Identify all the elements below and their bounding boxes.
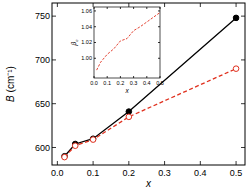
y-tick — [52, 147, 56, 148]
data-point — [90, 137, 96, 143]
y-tick — [241, 147, 245, 148]
x-tick — [200, 3, 201, 7]
y-tick-label: 1.02 — [81, 39, 92, 45]
x-tick-label: 0.0 — [90, 80, 98, 86]
x-tick — [93, 161, 94, 165]
y-tick — [52, 59, 56, 60]
x-tick — [120, 7, 121, 9]
x-tick — [133, 7, 134, 9]
x-tick-label: 0.4 — [194, 168, 207, 178]
x-tick-label: 0.1 — [87, 168, 100, 178]
x-tick — [128, 161, 129, 165]
x-tick — [160, 76, 161, 78]
data-point — [90, 136, 96, 142]
data-point — [233, 66, 239, 72]
y-tick-label: 700 — [35, 55, 50, 65]
y-tick-label: 1.00 — [81, 55, 92, 61]
series-line — [65, 69, 237, 157]
x-tick — [133, 76, 134, 78]
y-tick — [94, 26, 96, 27]
y-tick — [52, 103, 56, 104]
x-tick — [107, 76, 108, 78]
y-tick-label: 600 — [35, 143, 50, 153]
series-line — [97, 13, 160, 71]
plot-frame — [94, 7, 160, 78]
y-tick — [94, 58, 96, 59]
x-tick — [128, 3, 129, 7]
x-tick-label: 0.3 — [130, 80, 138, 86]
x-tick — [57, 3, 58, 7]
x-tick-label: 0.1 — [103, 80, 111, 86]
y-tick-label: 1.04 — [81, 24, 92, 30]
x-tick — [146, 7, 147, 9]
x-tick-label: 0.2 — [117, 80, 125, 86]
x-tick-label: 0.0 — [51, 168, 64, 178]
x-tick — [164, 161, 165, 165]
y-tick — [52, 16, 56, 17]
y-tick — [241, 16, 245, 17]
main-plot: 0.0 0.1 0.2 0.3 0.4 0.5 600 650 700 750 x B (cm⁻¹) — [5, 3, 245, 189]
data-point — [62, 154, 68, 160]
x-tick — [94, 76, 95, 78]
x-axis-label: x — [124, 87, 129, 94]
x-tick — [160, 7, 161, 9]
x-axis-label: x — [145, 178, 152, 189]
y-tick — [158, 42, 160, 43]
y-tick-label: 650 — [35, 99, 50, 109]
x-tick — [57, 161, 58, 165]
x-tick — [146, 76, 147, 78]
y-tick — [241, 103, 245, 104]
y-tick-label: 1.06 — [81, 8, 92, 14]
inset-plot: 0.0 0.1 0.2 0.3 0.4 0.5 1.00 1.02 1.04 1.06 x βc — [70, 7, 164, 94]
label-part: (cm⁻¹) — [5, 66, 16, 95]
x-tick — [120, 76, 121, 78]
y-tick — [158, 26, 160, 27]
x-tick — [236, 161, 237, 165]
data-group — [97, 13, 160, 71]
x-tick — [236, 3, 237, 7]
y-tick — [158, 58, 160, 59]
x-tick — [164, 3, 165, 7]
y-tick — [94, 42, 96, 43]
y-tick — [241, 59, 245, 60]
x-tick — [200, 161, 201, 165]
y-axis-label: βc — [70, 39, 79, 47]
plot-frame — [52, 3, 245, 165]
x-tick — [93, 3, 94, 7]
data-point — [72, 143, 78, 149]
figure: 0.00.10.20.30.40.5600650700750xB (cm⁻¹)0… — [0, 0, 250, 189]
y-tick-label: 750 — [35, 11, 50, 21]
y-axis-label: B (cm⁻¹) — [5, 66, 16, 102]
data-point — [126, 114, 132, 120]
label-part: c — [74, 39, 79, 42]
y-tick — [158, 10, 160, 11]
x-tick — [94, 7, 95, 9]
x-tick-label: 0.2 — [123, 168, 136, 178]
x-tick-label: 0.4 — [143, 80, 151, 86]
x-tick-label: 0.5 — [156, 80, 164, 86]
y-tick — [94, 10, 96, 11]
x-tick-label: 0.5 — [230, 168, 243, 178]
x-tick-label: 0.3 — [158, 168, 171, 178]
x-tick — [107, 7, 108, 9]
data-point — [233, 15, 239, 21]
